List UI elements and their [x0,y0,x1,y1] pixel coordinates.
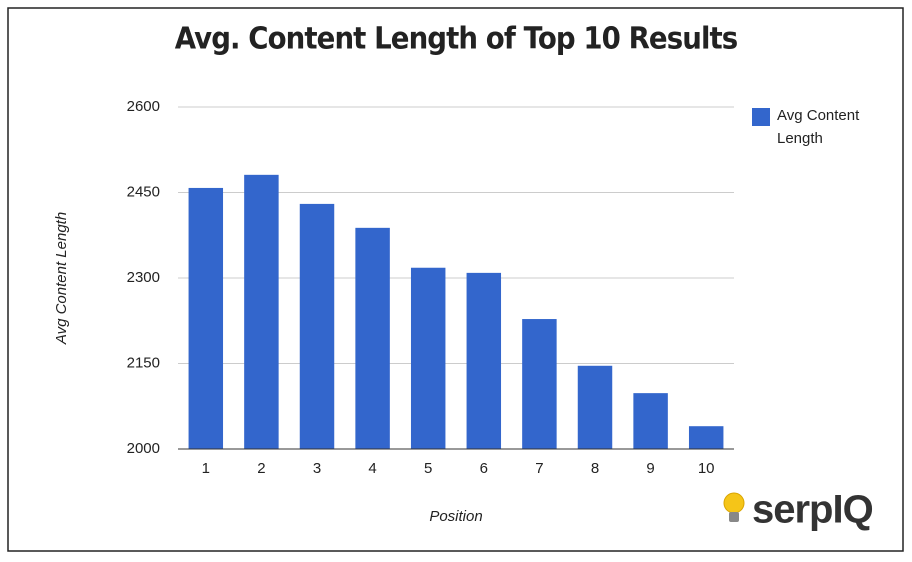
y-axis-label: Avg Content Length [53,212,70,345]
x-tick-label: 10 [698,460,715,477]
bar [577,365,613,449]
x-tick-label: 1 [202,460,210,477]
bar [355,227,390,449]
bar [188,187,224,449]
legend-swatch [752,108,770,126]
x-tick-label: 3 [313,460,321,477]
bar [688,426,724,449]
bar [633,393,668,449]
bar [410,267,446,449]
legend-label: Avg Content Length [777,107,860,147]
y-tick-label: 2450 [127,183,160,200]
bar [466,272,502,449]
x-tick-label: 5 [424,460,432,477]
x-tick-label: 8 [591,460,599,477]
bulb-base [729,512,739,522]
x-tick-label: 7 [535,460,543,477]
x-axis-label: Position [429,508,482,525]
bar [244,174,279,449]
x-tick-label: 6 [480,460,488,477]
logo: serpIQ [752,488,873,532]
bar [299,203,335,449]
y-tick-label: 2150 [127,354,160,371]
y-tick-label: 2000 [127,440,160,457]
y-tick-label: 2600 [127,98,160,115]
x-tick-label: 4 [368,460,376,477]
logo-bulb [723,492,745,522]
bar [522,319,557,449]
chart-title: Avg. Content Length of Top 10 Results [175,20,738,55]
x-tick-label: 2 [257,460,265,477]
y-tick-label: 2300 [127,269,160,286]
x-tick-label: 9 [646,460,654,477]
bulb [723,492,745,514]
frame [7,7,904,552]
